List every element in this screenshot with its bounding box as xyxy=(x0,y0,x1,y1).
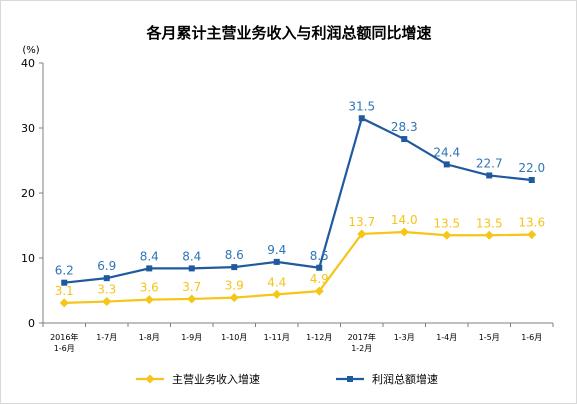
data-point xyxy=(401,136,408,143)
data-point xyxy=(358,115,365,122)
legend: 主营业务收入增速 利润总额增速 xyxy=(136,372,438,386)
data-point xyxy=(316,264,323,271)
data-point xyxy=(146,265,153,272)
data-label: 13.5 xyxy=(476,216,503,230)
data-label: 4.9 xyxy=(310,272,329,286)
x-tick-label: 1-8月 xyxy=(139,333,160,342)
data-point xyxy=(144,295,154,305)
data-label: 8.4 xyxy=(182,249,201,263)
chart-title: 各月累计主营业务收入与利润总额同比增速 xyxy=(145,24,431,42)
y-tick-label: 30 xyxy=(21,122,35,135)
data-point xyxy=(527,230,537,240)
legend-label: 主营业务收入增速 xyxy=(172,372,260,386)
data-label: 13.6 xyxy=(518,216,545,230)
data-label: 13.7 xyxy=(348,215,375,229)
data-label: 22.7 xyxy=(476,156,503,170)
data-point xyxy=(229,293,239,303)
data-label: 13.5 xyxy=(433,216,460,230)
data-label: 3.7 xyxy=(182,280,201,294)
x-tick-label: 2017年 xyxy=(348,332,376,342)
data-label: 14.0 xyxy=(391,213,418,227)
data-point xyxy=(273,258,280,265)
x-tick-label: 1-12月 xyxy=(306,333,332,342)
data-label: 8.5 xyxy=(310,249,329,263)
x-tick-label: 1-7月 xyxy=(96,333,117,342)
data-label: 31.5 xyxy=(348,99,375,113)
y-axis-ticks: 0 10 20 30 40 xyxy=(21,57,43,330)
data-label: 6.9 xyxy=(97,259,116,273)
data-point xyxy=(442,230,452,240)
y-axis-unit-label: (%) xyxy=(22,45,39,56)
axes xyxy=(42,63,554,327)
data-label: 3.1 xyxy=(55,284,74,298)
data-label: 3.6 xyxy=(140,281,159,295)
x-tick-label: 1-6月 xyxy=(521,333,542,342)
data-point xyxy=(187,294,197,304)
y-tick-label: 0 xyxy=(28,317,35,330)
data-point xyxy=(314,286,324,296)
data-label: 3.3 xyxy=(97,283,116,297)
data-point xyxy=(59,298,69,308)
data-point xyxy=(484,230,494,240)
x-tick-label: 1-2月 xyxy=(351,344,372,353)
data-point xyxy=(102,297,112,307)
y-tick-label: 10 xyxy=(21,252,35,265)
x-tick-label: 2016年 xyxy=(50,332,78,342)
data-label: 6.2 xyxy=(55,264,74,278)
data-label: 28.3 xyxy=(391,120,418,134)
x-tick-label: 1-4月 xyxy=(436,333,457,342)
legend-marker xyxy=(145,374,155,384)
legend-marker xyxy=(347,376,353,382)
series-layer xyxy=(59,115,537,308)
data-point xyxy=(528,177,535,183)
data-point xyxy=(357,229,367,239)
y-tick-label: 40 xyxy=(21,57,35,70)
data-label: 24.4 xyxy=(433,145,460,159)
data-point xyxy=(188,265,195,272)
legend-label: 利润总额增速 xyxy=(372,372,438,386)
x-tick-label: 1-5月 xyxy=(479,333,500,342)
x-tick-label: 1-9月 xyxy=(181,333,202,342)
data-label: 9.4 xyxy=(267,243,286,257)
x-tick-label: 1-11月 xyxy=(264,333,290,342)
data-labels: 3.1 3.3 3.6 3.7 3.9 4.4 4.9 13.7 14.0 13.5 13.5 13.… xyxy=(55,99,545,298)
data-point xyxy=(272,289,282,299)
series-line-1 xyxy=(64,230,532,304)
data-label: 3.9 xyxy=(225,279,244,293)
series-line-2 xyxy=(64,116,532,284)
data-point xyxy=(486,172,493,179)
data-point xyxy=(399,227,409,237)
data-point xyxy=(443,161,450,168)
x-tick-label: 1-6月 xyxy=(54,344,75,353)
data-label: 4.4 xyxy=(267,275,286,289)
data-label: 22.0 xyxy=(518,161,545,175)
y-tick-label: 20 xyxy=(21,187,35,200)
data-point xyxy=(231,264,238,271)
data-label: 8.4 xyxy=(140,249,159,263)
x-axis-ticks: 2016年 1-6月 1-7月 1-8月 1-9月 1-10月 1-11月 1-12月 2017… xyxy=(50,332,542,353)
data-point xyxy=(103,275,110,282)
x-tick-label: 1-3月 xyxy=(394,333,415,342)
x-tick-label: 1-10月 xyxy=(221,333,247,342)
data-point xyxy=(61,279,68,286)
data-label: 8.6 xyxy=(225,248,244,262)
